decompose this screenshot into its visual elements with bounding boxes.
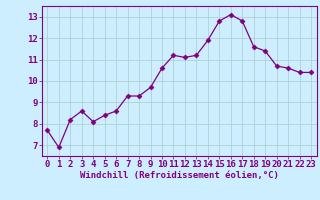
X-axis label: Windchill (Refroidissement éolien,°C): Windchill (Refroidissement éolien,°C) (80, 171, 279, 180)
